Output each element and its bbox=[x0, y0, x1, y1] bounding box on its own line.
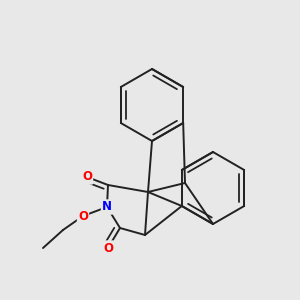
Text: N: N bbox=[102, 200, 112, 214]
Text: O: O bbox=[82, 170, 92, 184]
Text: O: O bbox=[78, 209, 88, 223]
Text: O: O bbox=[103, 242, 113, 254]
